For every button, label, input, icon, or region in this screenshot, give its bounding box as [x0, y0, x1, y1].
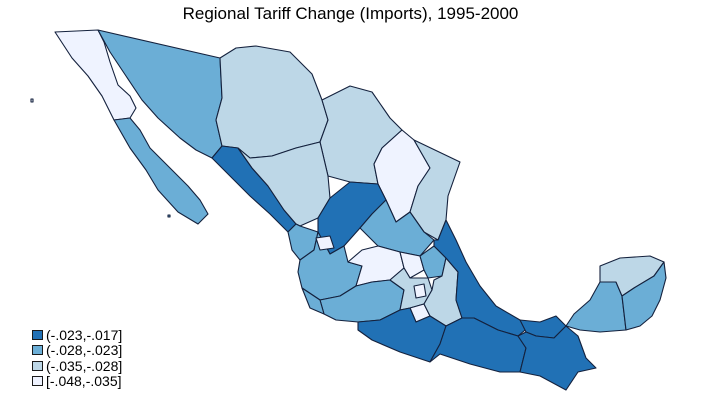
legend-item-class3: (-.035,-.028] — [32, 358, 122, 374]
region-campeche — [565, 281, 627, 333]
legend-item-class2: (-.028,-.023] — [32, 342, 123, 359]
region-chihuahua — [215, 45, 329, 159]
region-island-guadalupe — [30, 98, 34, 103]
legend-label-class2: (-.028,-.023] — [46, 342, 123, 359]
region-quintana-roo — [621, 261, 667, 331]
legend-item-class1: (-.023,-.017] — [32, 327, 122, 343]
legend-swatch-class2 — [32, 345, 43, 356]
region-colima — [301, 287, 325, 315]
legend-swatch-class1 — [32, 329, 43, 340]
legend-item-class4: [-.048,-.035] — [32, 373, 122, 390]
legend-label-class4: [-.048,-.035] — [46, 373, 122, 390]
region-baja-california-sur — [113, 117, 209, 225]
region-chiapas — [517, 325, 597, 391]
legend-swatch-class3 — [32, 360, 43, 371]
region-veracruz — [433, 219, 531, 337]
legend-label-class1: (-.023,-.017] — [46, 326, 123, 343]
region-distrito-federal — [413, 283, 427, 299]
region-tamaulipas — [409, 139, 461, 241]
legend: (-.023,-.017] (-.028,-.023] (-.035,-.028… — [32, 327, 122, 389]
region-aguascalientes — [315, 235, 335, 251]
region-queretaro — [399, 251, 425, 279]
legend-swatch-class4 — [32, 376, 43, 387]
region-island-revillagigedo — [167, 214, 171, 218]
legend-label-class3: (-.035,-.028] — [46, 357, 123, 374]
map-title: Regional Tariff Change (Imports), 1995-2… — [182, 4, 519, 23]
